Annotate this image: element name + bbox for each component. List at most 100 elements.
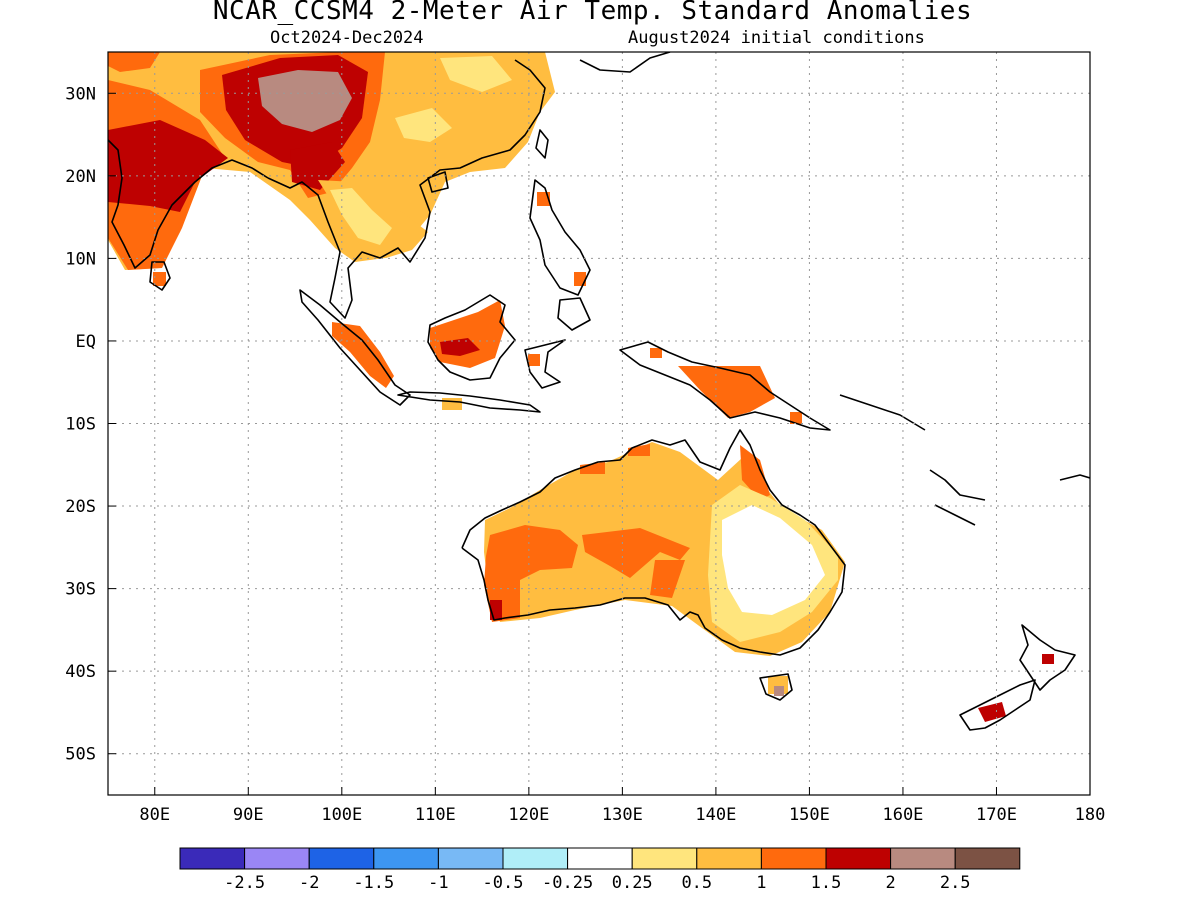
- coast-java: [397, 391, 541, 413]
- colorbar-swatch: [696, 847, 762, 870]
- lat-tick-label: 30S: [65, 580, 96, 600]
- lat-tick-label: 20S: [65, 497, 96, 517]
- colorbar-swatch: [437, 847, 504, 870]
- china-anomaly-0-25-north: [440, 56, 512, 92]
- lon-tick-label: 180: [1075, 805, 1106, 825]
- coast-tasmania: [759, 673, 793, 701]
- tasmania-anomaly-1-5: [774, 686, 784, 696]
- coast-mindanao: [557, 297, 591, 331]
- colorbar-swatch: [502, 847, 569, 870]
- colorbar-label: -2: [299, 873, 319, 893]
- colorbar-swatch: [308, 847, 375, 870]
- anomaly-fields: [108, 52, 1054, 722]
- india-anomaly-1-5: [108, 120, 228, 212]
- colorbar-label: 0.5: [681, 873, 712, 893]
- australia-anomaly-1-west: [484, 525, 578, 622]
- coast-nz-south: [959, 679, 1036, 731]
- australia-anomaly-below-0-25: [722, 505, 825, 615]
- sri-lanka-anomaly-1: [153, 272, 166, 286]
- sumatra-anomaly-1: [332, 322, 394, 388]
- colorbar-swatch: [567, 847, 633, 870]
- lon-tick-label: 90E: [233, 805, 264, 825]
- colorbar-swatch: [825, 847, 892, 870]
- lon-tick-label: 150E: [789, 805, 830, 825]
- axes: 80E 90E 100E 110E 120E 130E 140E 150E 160E 170E 18…: [65, 51, 1106, 825]
- colorbar-label: -0.5: [483, 873, 524, 893]
- coast-new-guinea: [619, 341, 831, 431]
- colorbar-label: -1.5: [353, 873, 394, 893]
- coast-sulawesi: [524, 339, 566, 389]
- lat-tick-label: 20N: [65, 167, 96, 187]
- indochina-anomaly-0-25: [330, 188, 392, 245]
- lon-tick-label: 140E: [695, 805, 736, 825]
- coast-new-caledonia: [934, 504, 976, 526]
- australia-anomaly-1-central: [582, 528, 690, 578]
- lon-tick-label: 160E: [882, 805, 923, 825]
- coastlines: [108, 52, 1090, 731]
- korea-japan-anomaly-1: [108, 52, 160, 72]
- coast-vanuatu: [929, 469, 986, 501]
- colorbar-label: 0.25: [612, 873, 653, 893]
- lat-tick-label: 40S: [65, 662, 96, 682]
- plot-frame: [107, 51, 1091, 796]
- lat-tick-label: 10S: [65, 415, 96, 435]
- new-guinea-anomaly-1b: [650, 348, 662, 358]
- australia-anomaly-1-pilbara: [650, 560, 685, 598]
- coast-india: [108, 139, 269, 269]
- cape-york-anomaly-1: [740, 445, 770, 500]
- lon-tick-label: 100E: [321, 805, 362, 825]
- nz-south-anomaly-1-5: [978, 702, 1006, 722]
- lat-tick-label: EQ: [76, 332, 96, 352]
- colorbar-label: -2.5: [224, 873, 265, 893]
- sichuan-anomaly-1-5: [290, 142, 345, 190]
- colorbar-swatch: [954, 847, 1021, 870]
- forecast-period: Oct2024-Dec2024: [270, 28, 424, 48]
- australia-anomaly-1-north: [580, 462, 605, 474]
- colorbar-swatch: [244, 847, 310, 870]
- coast-fiji: [1059, 474, 1090, 481]
- lat-tick-label: 10N: [65, 249, 96, 269]
- coast-australia: [461, 429, 846, 656]
- coast-taiwan: [535, 129, 549, 159]
- lon-tick-label: 80E: [139, 805, 170, 825]
- lon-tick-label: 170E: [976, 805, 1017, 825]
- colorbar: -2.5 -2 -1.5 -1 -0.5 -0.25 0.25 0.5 1 1.5 2 2.5: [179, 847, 1021, 893]
- colorbar-swatch: [890, 847, 956, 870]
- tibet-anomaly-2: [258, 70, 352, 132]
- new-guinea-anomaly-1c: [790, 412, 802, 424]
- lon-tick-label: 130E: [602, 805, 643, 825]
- coast-indochina: [267, 59, 546, 319]
- sulawesi-anomaly-1: [528, 354, 540, 366]
- colorbar-label: 2: [885, 873, 895, 893]
- colorbar-label: -1: [428, 873, 448, 893]
- coast-nz-north: [1019, 624, 1076, 691]
- nz-north-anomaly-1-5: [1042, 654, 1054, 664]
- colorbar-swatch: [631, 847, 698, 870]
- borneo-anomaly-1: [430, 300, 505, 368]
- initial-conditions: August2024 initial conditions: [628, 28, 925, 48]
- lat-tick-label: 30N: [65, 84, 96, 104]
- coast-sumatra: [299, 289, 411, 406]
- colorbar-label: 2.5: [940, 873, 971, 893]
- colorbar-label: 1.5: [811, 873, 842, 893]
- coast-borneo: [427, 294, 516, 381]
- lat-tick-label: 50S: [65, 745, 96, 765]
- china-anomaly-0-25: [395, 108, 452, 142]
- philippines-anomaly-1b: [574, 272, 586, 286]
- borneo-anomaly-1-5: [440, 338, 480, 356]
- colorbar-swatch: [179, 847, 246, 870]
- graticule: [108, 52, 1090, 795]
- coast-solomons: [839, 394, 926, 431]
- java-anomaly-0-5: [442, 398, 462, 410]
- new-guinea-anomaly-1: [678, 366, 775, 418]
- lon-tick-label: 110E: [415, 805, 456, 825]
- colorbar-swatch: [760, 847, 827, 870]
- coast-japan: [579, 52, 671, 73]
- colorbar-swatch: [373, 847, 439, 870]
- coast-philippines: [529, 179, 591, 296]
- colorbar-label: 1: [756, 873, 766, 893]
- coast-hainan: [427, 171, 449, 193]
- chart-title: NCAR_CCSM4 2-Meter Air Temp. Standard An…: [212, 0, 973, 26]
- coast-sri-lanka: [149, 261, 171, 291]
